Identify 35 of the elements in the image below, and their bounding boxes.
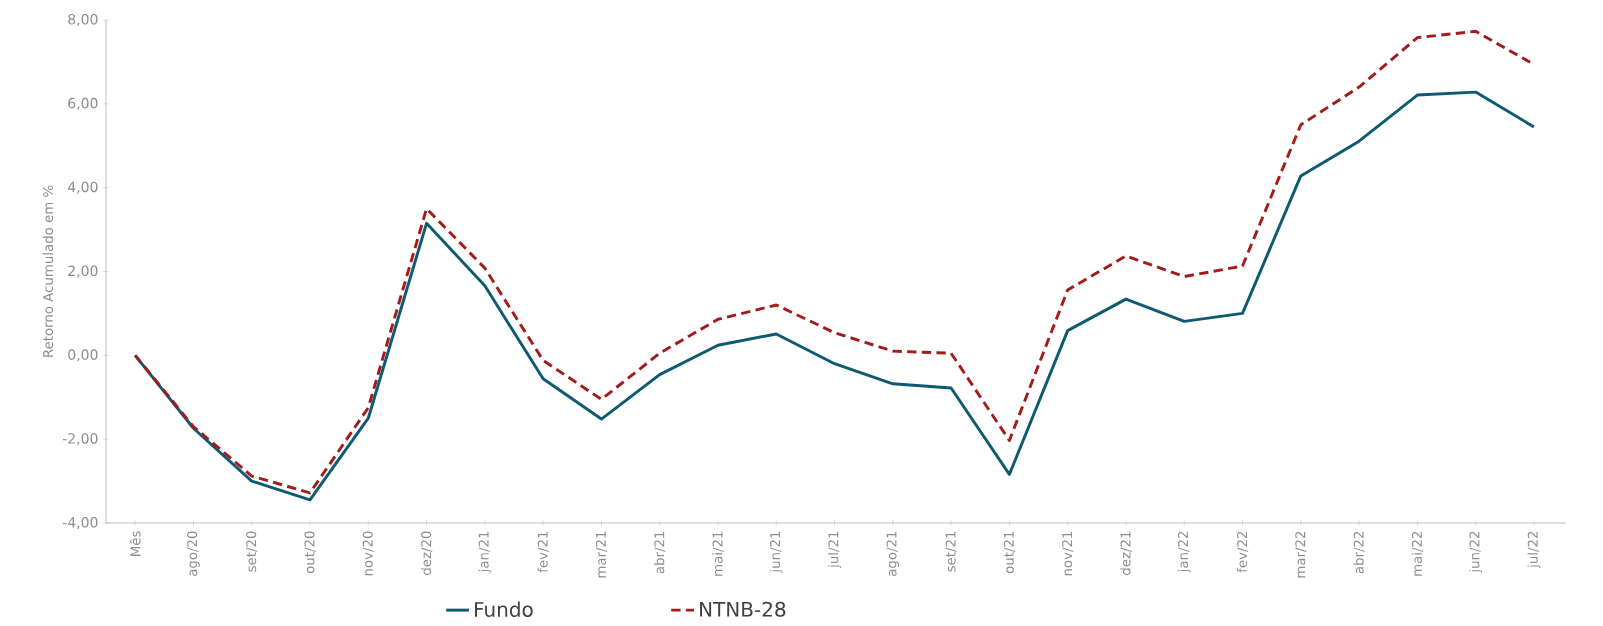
x-tick-label: out/21 <box>1003 531 1015 574</box>
x-tick-label: jul/21 <box>828 531 841 569</box>
legend-label: NTNB-28 <box>700 601 786 617</box>
x-tick-label: Mês <box>129 531 141 556</box>
x-tick-label: out/20 <box>304 531 316 574</box>
x-tick-label: jan/22 <box>1177 531 1191 573</box>
x-tick-label: abr/21 <box>654 531 666 574</box>
x-tick-label: mar/22 <box>1295 531 1307 578</box>
x-tick-label: jan/21 <box>478 531 492 573</box>
y-axis-title: Retorno Acumulado em % <box>42 185 54 357</box>
y-tick-label: 2,00 <box>68 265 98 278</box>
x-tick-label: fev/22 <box>1236 531 1249 573</box>
legend-label: Fundo <box>475 601 533 618</box>
x-tick-label: nov/21 <box>1062 531 1074 576</box>
x-tick-label: nov/20 <box>362 531 374 576</box>
x-tick-label: ago/20 <box>187 531 200 577</box>
x-tick-label: mai/22 <box>1411 531 1424 576</box>
x-tick-label: mar/21 <box>595 531 607 578</box>
x-tick-label: jul/22 <box>1527 531 1541 569</box>
x-tick-label: abr/22 <box>1353 531 1365 574</box>
x-tick-label: fev/21 <box>537 531 549 573</box>
y-tick-label: 8,00 <box>68 13 98 27</box>
x-tick-label: set/21 <box>945 531 957 572</box>
x-tick-label: dez/21 <box>1120 531 1132 575</box>
x-tick-label: jun/22 <box>1469 531 1483 573</box>
x-tick-label: set/20 <box>246 531 258 572</box>
x-tick-label: ago/21 <box>886 531 900 577</box>
x-tick-label: mai/21 <box>712 531 724 576</box>
y-tick-label: 0,00 <box>68 349 98 362</box>
y-tick-label: -2,00 <box>62 433 98 446</box>
y-tick-label: 6,00 <box>68 97 98 110</box>
x-tick-label: jun/21 <box>769 531 783 573</box>
x-tick-label: dez/20 <box>420 531 433 575</box>
y-tick-label: 4,00 <box>67 181 98 194</box>
y-tick-label: -4,00 <box>62 516 98 530</box>
